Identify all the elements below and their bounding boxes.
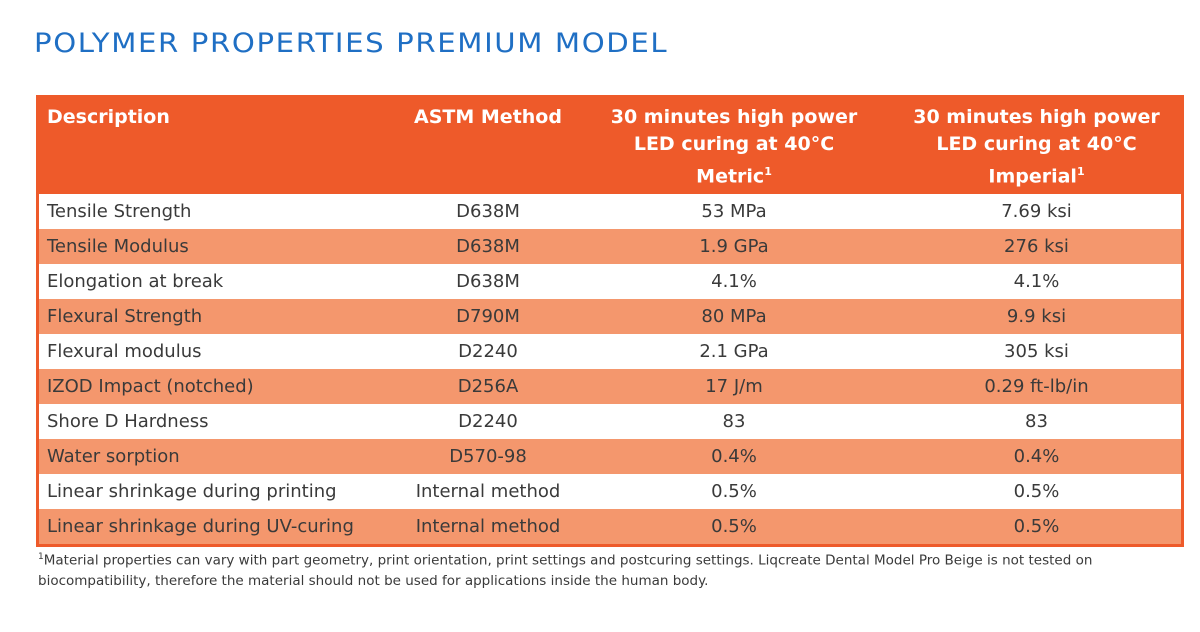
footnote-text: Material properties can vary with part g… [38, 552, 1093, 589]
header-astm-method: ASTM Method [400, 96, 576, 195]
cell-description: IZOD Impact (notched) [37, 369, 400, 405]
footnote-marker: 1 [38, 552, 44, 562]
cell-metric: 80 MPa [576, 299, 892, 335]
cell-description: Flexural Strength [37, 299, 400, 335]
cell-astm-method: D638M [456, 201, 520, 223]
cell-astm-method: Internal method [415, 481, 561, 503]
cell-imperial: 0.5% [1013, 481, 1060, 503]
header-line: Imperial [988, 165, 1077, 188]
header-line: 30 minutes high power [610, 106, 858, 128]
cell-imperial: 305 ksi [1004, 341, 1069, 363]
cell-imperial: 0.4% [892, 439, 1183, 475]
cell-astm-method: D570-98 [400, 439, 576, 475]
table-row: Tensile Modulus D638M 1.9 GPa 276 ksi [37, 229, 1183, 265]
cell-astm-method: D638M [456, 271, 520, 293]
cell-imperial: 0.29 ft-lb/in [892, 369, 1183, 405]
table-row: Flexural modulus D2240 2.1 GPa 305 ksi [38, 334, 1183, 369]
table-row: Linear shrinkage during UV-curing Interna… [37, 509, 1183, 546]
cell-astm-method: Internal method [400, 509, 576, 546]
cell-imperial: 276 ksi [892, 229, 1183, 265]
cell-imperial: 7.69 ksi [1001, 201, 1072, 223]
cell-metric: 0.4% [576, 439, 892, 475]
cell-imperial: 83 [1025, 411, 1048, 433]
properties-table: Description ASTM Method 30 minutes high … [36, 95, 1184, 548]
cell-astm-method: D638M [400, 229, 576, 265]
cell-metric: 83 [722, 411, 746, 433]
cell-description: Water sorption [37, 439, 400, 475]
cell-description: Tensile Modulus [37, 229, 400, 265]
header-line: LED curing at 40°C [633, 133, 835, 155]
table-row: Water sorption D570-98 0.4% 0.4% [37, 439, 1183, 475]
footnote-marker: 1 [1076, 165, 1085, 178]
header-line: 30 minutes high power [913, 106, 1160, 128]
cell-metric: 17 J/m [576, 369, 892, 405]
table-row: IZOD Impact (notched) D256A 17 J/m 0.29 ft-… [37, 369, 1183, 405]
table-row: Tensile Strength D638M 53 MPa 7.69 ksi [38, 194, 1183, 229]
cell-description: Tensile Strength [47, 201, 192, 223]
cell-metric: 1.9 GPa [576, 229, 892, 265]
table-row: Linear shrinkage during printing Internal… [38, 474, 1183, 509]
footnote-marker: 1 [764, 165, 772, 178]
header-description: Description [37, 96, 400, 195]
cell-description: Shore D Hardness [47, 411, 209, 433]
cell-metric: 0.5% [711, 481, 757, 503]
cell-imperial: 4.1% [1013, 271, 1060, 293]
cell-description: Linear shrinkage during printing [47, 481, 337, 503]
header-metric: 30 minutes high power LED curing at 40°C… [576, 96, 892, 195]
cell-description: Flexural modulus [47, 341, 202, 363]
cell-imperial: 0.5% [892, 509, 1183, 546]
cell-metric: 53 MPa [701, 201, 767, 223]
table-row: Elongation at break D638M 4.1% 4.1% [38, 264, 1183, 299]
cell-metric: 4.1% [711, 271, 757, 293]
cell-imperial: 9.9 ksi [892, 299, 1183, 335]
cell-astm-method: D256A [400, 369, 576, 405]
header-imperial: 30 minutes high power LED curing at 40°C… [892, 96, 1183, 195]
cell-astm-method: D2240 [458, 411, 518, 433]
header-line: Metric [696, 165, 765, 188]
footnote: 1Material properties can vary with part … [38, 547, 1178, 591]
header-line: LED curing at 40°C [936, 133, 1137, 155]
page-title: POLYMER PROPERTIES PREMIUM MODEL [34, 28, 669, 59]
table-header-row: Description ASTM Method 30 minutes high … [37, 96, 1183, 195]
table-row: Shore D Hardness D2240 83 83 [38, 404, 1183, 439]
cell-description: Linear shrinkage during UV-curing [37, 509, 400, 546]
cell-astm-method: D2240 [458, 341, 518, 363]
cell-metric: 2.1 GPa [699, 341, 769, 363]
cell-astm-method: D790M [400, 299, 576, 335]
cell-description: Elongation at break [47, 271, 224, 293]
table-row: Flexural Strength D790M 80 MPa 9.9 ksi [37, 299, 1183, 335]
cell-metric: 0.5% [576, 509, 892, 546]
